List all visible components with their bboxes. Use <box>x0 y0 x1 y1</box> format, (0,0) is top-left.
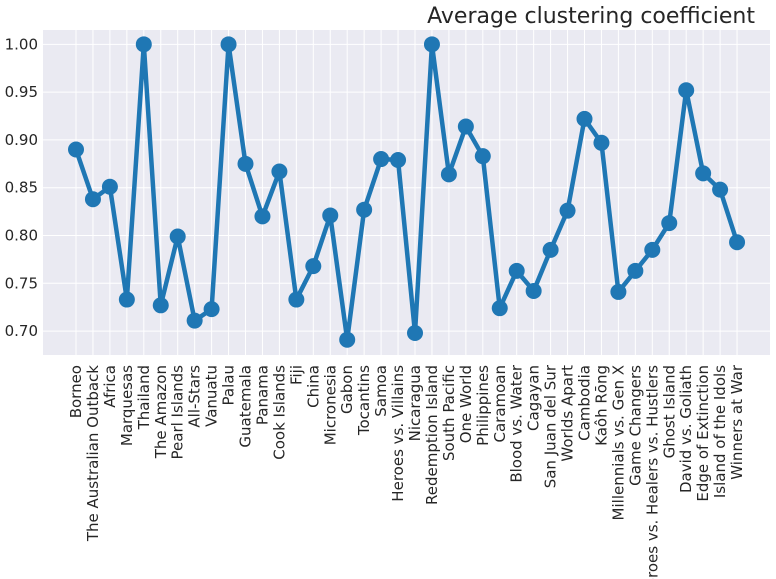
x-tick-label: Heroes vs. Villains <box>389 365 407 502</box>
data-point <box>440 166 457 183</box>
y-tick-label: 0.70 <box>5 322 38 340</box>
x-tick-label: Nicaragua <box>406 365 424 441</box>
data-point <box>508 262 525 279</box>
x-tick-label: San Juan del Sur <box>542 364 560 488</box>
x-tick-label: Heroes vs. Healers vs. Hustlers <box>643 365 661 579</box>
x-tick-label: Fiji <box>287 365 305 385</box>
data-point <box>661 215 678 232</box>
data-point <box>407 325 423 342</box>
data-point <box>305 258 322 275</box>
data-point <box>610 283 627 300</box>
data-point <box>152 297 169 314</box>
x-tick-label: Cagayan <box>525 365 543 431</box>
data-point <box>237 155 254 172</box>
x-tick-label: One World <box>457 365 475 443</box>
data-point <box>576 110 593 127</box>
x-tick-label: Blood vs. Water <box>508 364 526 483</box>
series-layer <box>68 36 746 348</box>
x-tick-label: The Amazon <box>152 365 170 459</box>
data-point <box>220 36 237 53</box>
x-tick-label: Pearl Islands <box>169 365 187 460</box>
y-axis-ticks: 0.70 0.75 0.80 0.85 0.90 0.95 1.00 <box>5 35 38 340</box>
x-tick-label: Game Changers <box>626 365 644 486</box>
data-point <box>203 301 220 318</box>
data-point <box>84 191 101 208</box>
x-tick-label: Caramoan <box>491 365 509 443</box>
data-point <box>559 202 576 219</box>
x-tick-label: China <box>304 365 322 408</box>
data-point <box>254 208 271 225</box>
x-tick-label: All-Stars <box>186 365 204 428</box>
x-tick-label: Edge of Extinction <box>694 365 712 502</box>
x-tick-label: Winners at War <box>728 364 746 480</box>
x-tick-label: Africa <box>101 365 119 408</box>
data-point <box>678 82 695 99</box>
y-tick-label: 0.85 <box>5 179 38 197</box>
x-tick-label: David vs. Goliath <box>677 365 695 493</box>
data-point <box>457 118 474 135</box>
data-point <box>491 300 508 317</box>
y-tick-label: 0.80 <box>5 227 38 245</box>
x-tick-label: South Pacific <box>440 365 458 461</box>
x-tick-label: Marquesas <box>118 365 136 446</box>
data-point <box>322 207 339 224</box>
data-point <box>271 163 288 180</box>
y-tick-label: 0.75 <box>5 274 38 292</box>
data-point <box>593 134 610 151</box>
y-tick-label: 0.95 <box>5 83 38 101</box>
x-tick-label: Panama <box>253 365 271 425</box>
x-tick-label: Gabon <box>338 365 356 414</box>
x-tick-label: The Australian Outback <box>84 365 102 542</box>
x-tick-label: Worlds Apart <box>559 365 577 462</box>
x-tick-label: Cambodia <box>576 365 594 441</box>
data-point <box>627 262 644 279</box>
data-point <box>542 241 559 258</box>
x-tick-label: Tocantins <box>355 365 373 436</box>
data-point <box>101 178 118 195</box>
data-point <box>423 36 440 53</box>
x-tick-label: Cook Islands <box>270 365 288 460</box>
data-point <box>68 141 84 158</box>
x-tick-label: Redemption Island <box>423 365 441 505</box>
data-point <box>118 291 135 308</box>
data-point <box>373 151 390 168</box>
data-point <box>695 165 712 182</box>
series-line <box>73 42 740 342</box>
x-tick-label: Kaôh Rōng <box>592 365 610 446</box>
x-tick-label: Island of the Idols <box>711 365 729 498</box>
data-point <box>339 331 356 348</box>
data-point <box>186 312 203 329</box>
data-point <box>729 234 746 251</box>
data-point <box>135 36 152 53</box>
data-point <box>390 152 407 168</box>
x-tick-label: Samoa <box>372 365 390 417</box>
x-tick-label: Vanuatu <box>203 365 221 427</box>
x-tick-label: Borneo <box>67 365 85 418</box>
x-tick-label: Ghost Island <box>660 365 678 458</box>
data-point <box>525 282 542 299</box>
x-tick-label: Guatemala <box>237 365 255 448</box>
data-point <box>356 201 373 218</box>
x-tick-label: Philippines <box>474 365 492 446</box>
y-tick-label: 1.00 <box>5 35 38 53</box>
data-point <box>644 241 661 258</box>
data-point <box>712 181 729 198</box>
chart-title: Average clustering coefficient <box>427 4 755 29</box>
x-tick-label: Micronesia <box>321 365 339 445</box>
x-tick-label: Thailand <box>135 365 153 430</box>
data-point <box>169 228 186 245</box>
y-tick-label: 0.90 <box>5 131 38 149</box>
data-point <box>474 148 491 165</box>
x-tick-label: Palau <box>220 365 238 405</box>
data-point <box>288 291 305 308</box>
x-tick-label: Millennials vs. Gen X <box>609 365 627 520</box>
